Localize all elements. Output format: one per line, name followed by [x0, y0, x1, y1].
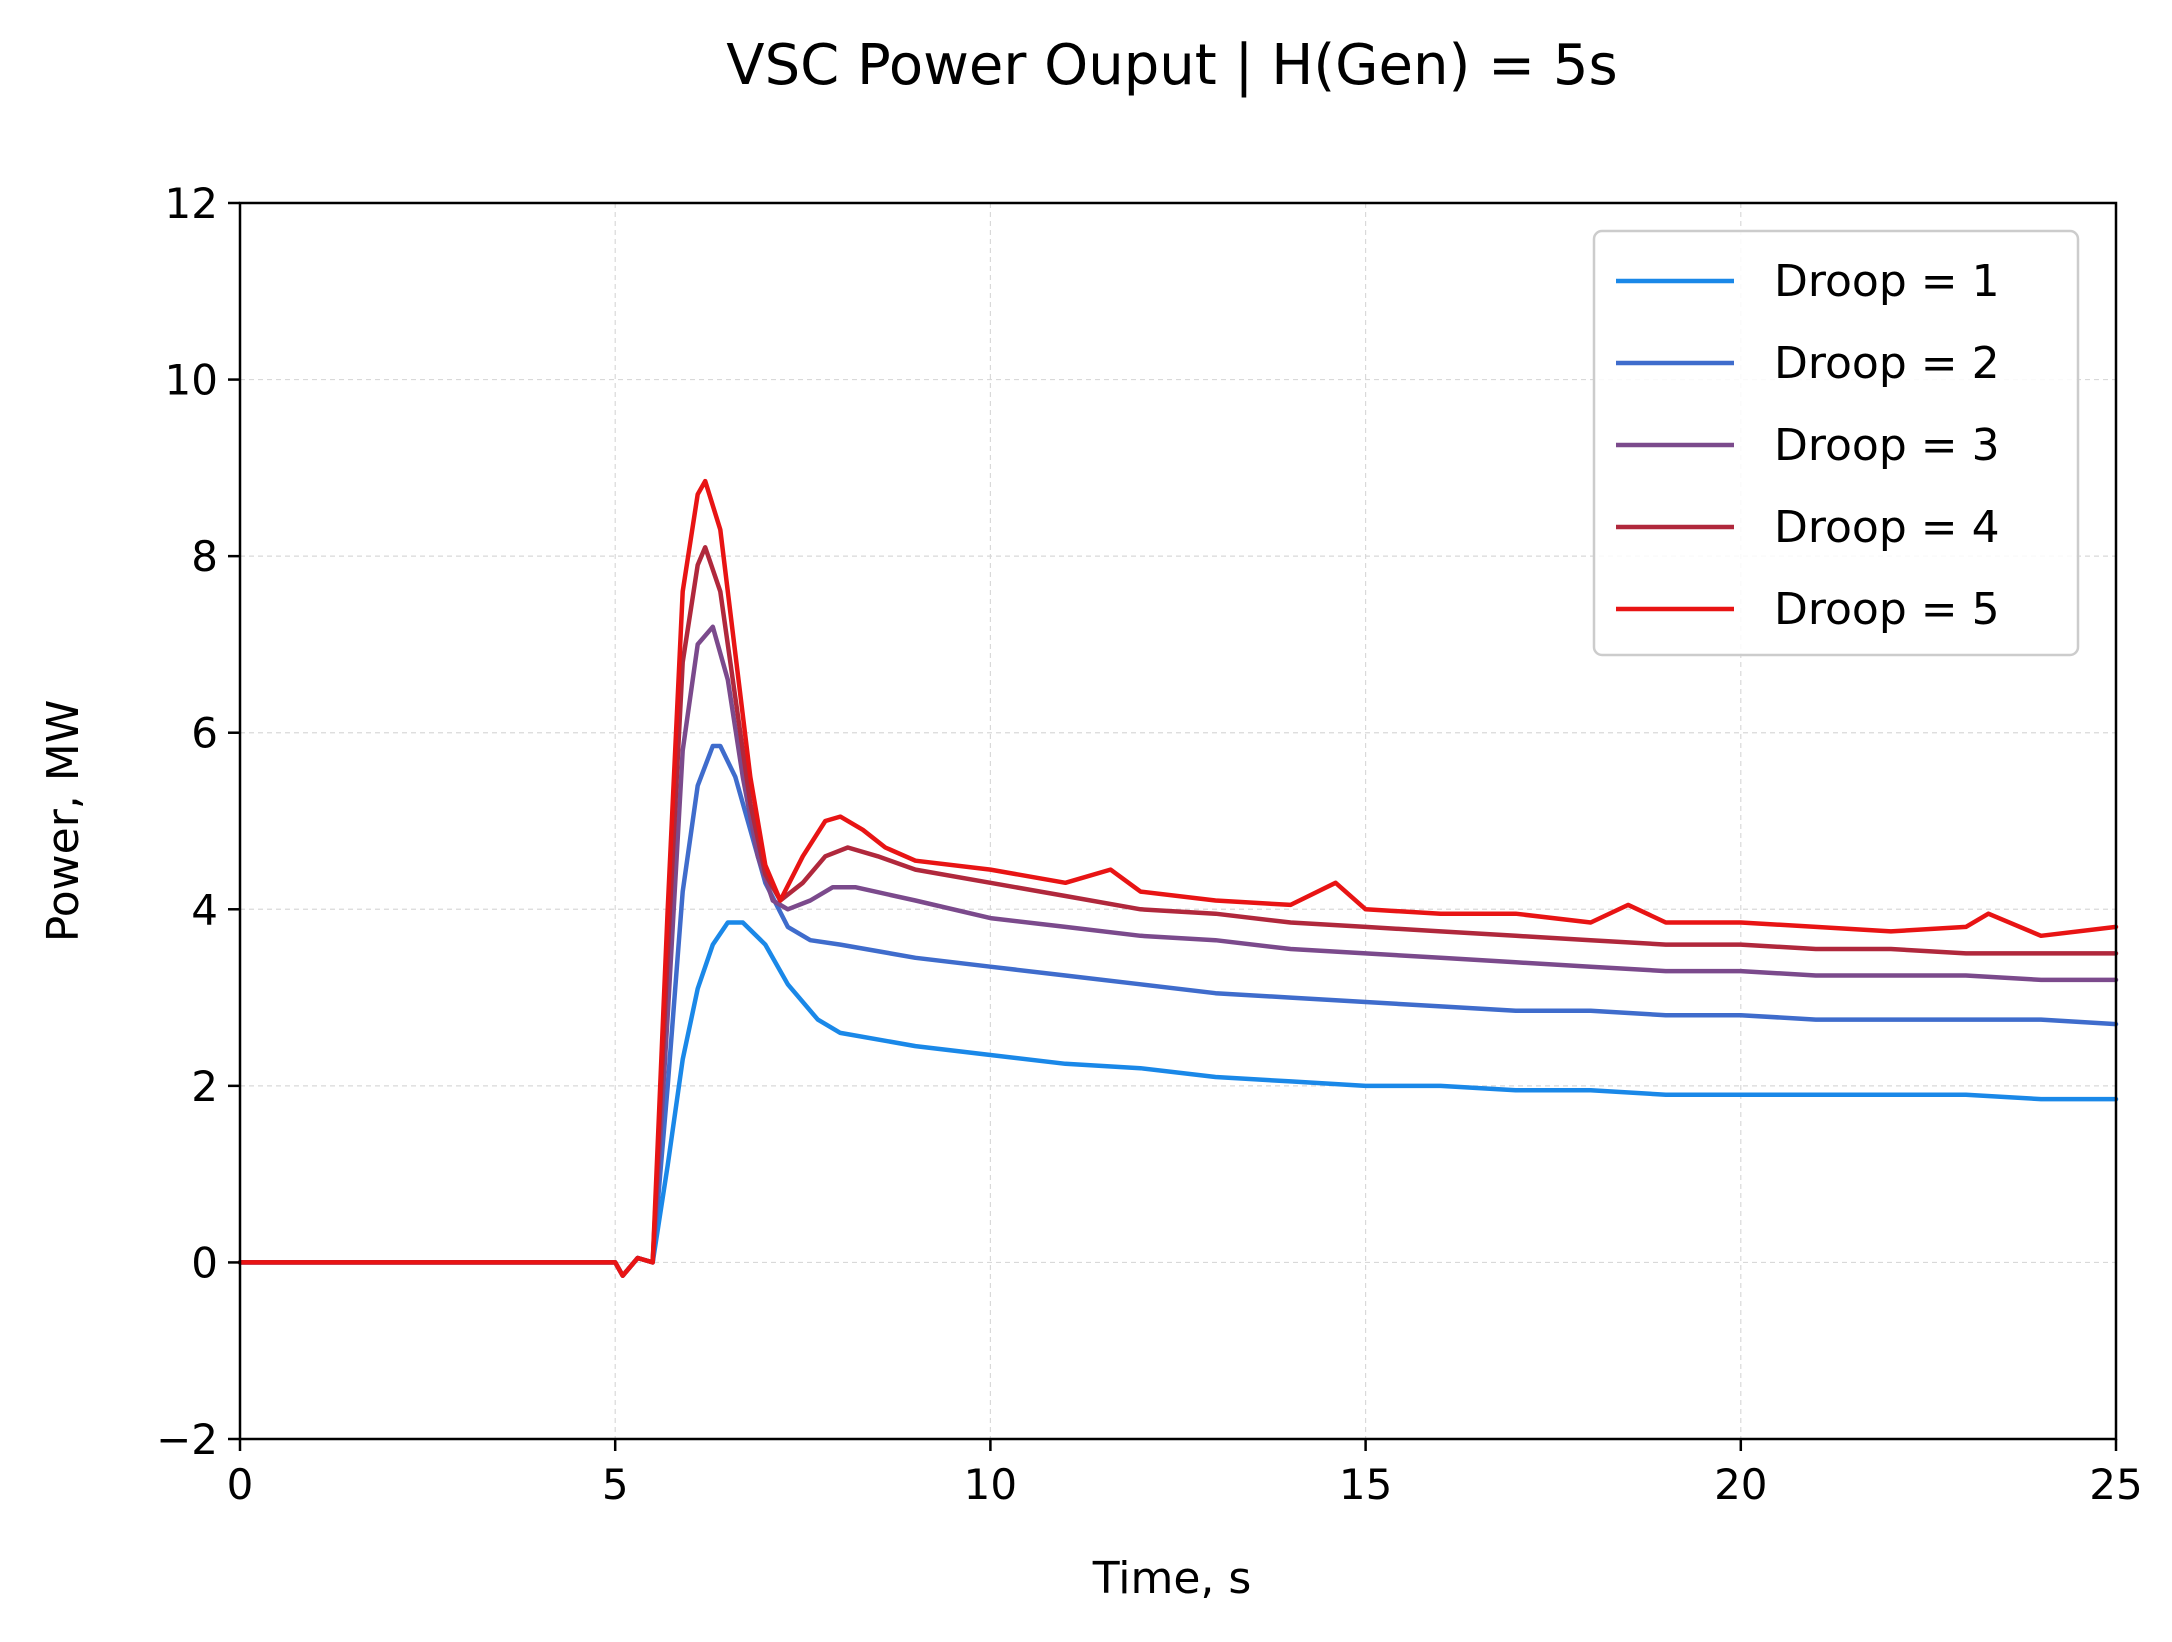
x-axis: 0 5 10 15 20 25: [227, 1439, 2143, 1509]
y-tick-label: 4: [191, 885, 218, 934]
series-line-droop-5: [237, 478, 2119, 1278]
x-tick-label: 15: [1339, 1460, 1392, 1509]
series-line-droop-1: [237, 920, 2119, 1278]
series-line-droop-3: [237, 624, 2119, 1278]
series-line-droop-4: [237, 545, 2119, 1278]
y-tick-label: 0: [191, 1238, 218, 1287]
legend-label-droop-1: Droop = 1: [1774, 256, 2000, 307]
legend-box: [1592, 229, 2080, 657]
y-tick-label: 8: [191, 532, 218, 581]
legend: Droop = 1 Droop = 2 Droop = 3 Droop = 4 Droo…: [1592, 229, 2080, 657]
y-tick-label: 2: [191, 1062, 218, 1111]
y-axis-label: Power, MW: [38, 700, 89, 942]
x-tick-label: 20: [1714, 1460, 1767, 1509]
legend-label-droop-5: Droop = 5: [1774, 584, 2000, 635]
x-tick-label: 10: [964, 1460, 1017, 1509]
legend-label-droop-3: Droop = 3: [1774, 420, 2000, 471]
y-tick-label: 12: [165, 179, 218, 228]
series-line-droop-2: [237, 743, 2119, 1278]
legend-label-droop-4: Droop = 4: [1774, 502, 2000, 553]
y-tick-label: 6: [191, 709, 218, 758]
y-tick-label: 10: [165, 356, 218, 405]
legend-label-droop-2: Droop = 2: [1774, 338, 2000, 389]
plot-frame: [238, 201, 2118, 1441]
x-tick-label: 5: [602, 1460, 629, 1509]
x-axis-label: Time, s: [1092, 1553, 1252, 1604]
y-axis: −2 0 2 4 6 8 10 12: [156, 179, 240, 1464]
x-tick-label: 0: [227, 1460, 254, 1509]
series-layer: [237, 478, 2119, 1278]
x-tick-label: 25: [2089, 1460, 2142, 1509]
y-tick-label: −2: [156, 1415, 218, 1464]
chart-title: VSC Power Ouput | H(Gen) = 5s: [726, 33, 1617, 98]
